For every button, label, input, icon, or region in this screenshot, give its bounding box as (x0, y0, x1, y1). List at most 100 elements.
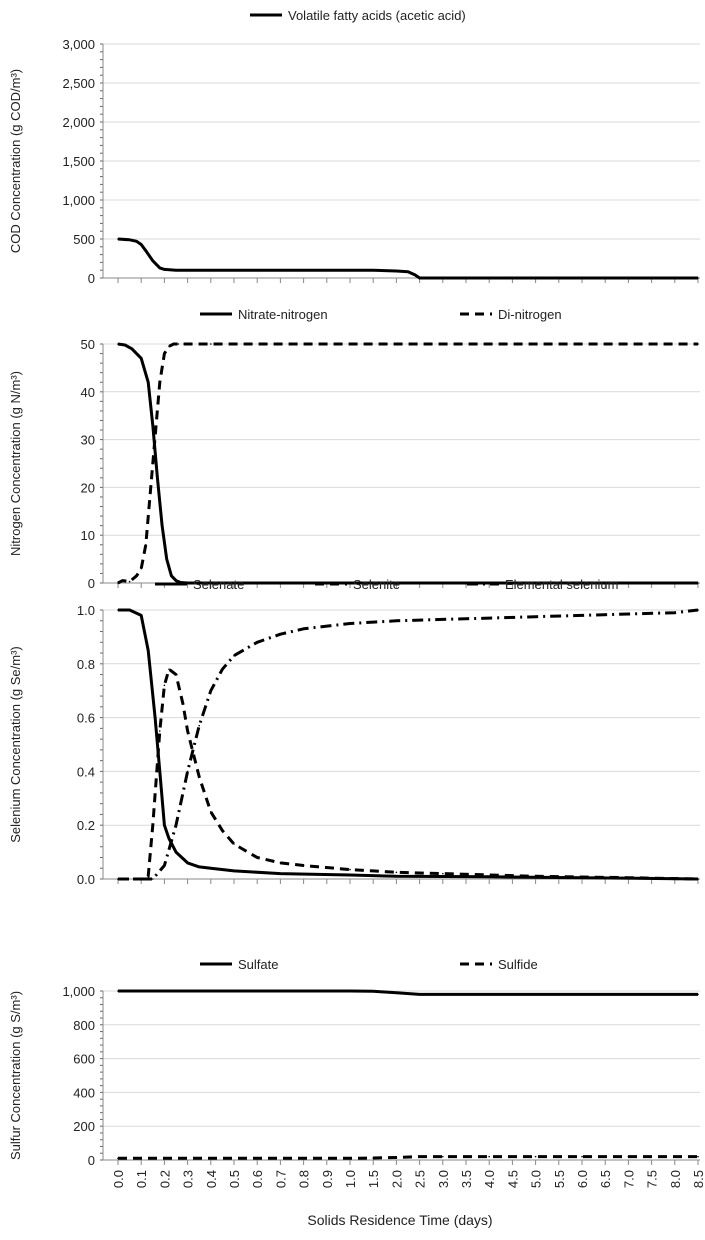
data-point (488, 993, 491, 996)
legend-label: Selenite (353, 577, 400, 592)
data-point (131, 347, 133, 350)
data-point (627, 993, 630, 996)
data-point (233, 269, 235, 272)
data-point (170, 575, 173, 577)
data-point (414, 274, 416, 276)
data-point (349, 343, 351, 345)
data-point (117, 609, 119, 611)
data-point (674, 1155, 676, 1158)
data-point (279, 633, 282, 636)
data-point (163, 824, 166, 826)
data-point (697, 277, 699, 279)
x-tick-label: 0.9 (320, 1170, 335, 1188)
data-point (210, 689, 212, 692)
data-point (175, 824, 177, 826)
data-point (175, 579, 177, 582)
chart-panel-4: 0 200 400 600 800 1,000 Sulfur Concentration (… (8, 957, 700, 1168)
data-point (581, 993, 583, 996)
data-point (198, 724, 200, 727)
y-tick-label: 500 (73, 232, 95, 247)
series-line-1 (117, 342, 698, 585)
data-point (418, 1155, 421, 1158)
x-tick-label: 0.5 (227, 1170, 242, 1188)
data-point (172, 343, 175, 345)
data-point (349, 1157, 351, 1160)
data-point (488, 582, 491, 584)
data-point (128, 609, 131, 611)
data-point (488, 1155, 491, 1158)
data-point (488, 617, 491, 619)
y-tick-label: 0 (88, 576, 95, 591)
data-point (158, 381, 161, 384)
data-point (534, 615, 537, 618)
data-point (256, 856, 259, 859)
data-point (186, 730, 189, 732)
y-tick-label: 50 (81, 337, 95, 352)
series-line-3 (118, 608, 699, 881)
data-point (488, 876, 491, 878)
data-point (349, 868, 351, 871)
data-point (581, 343, 583, 345)
data-point (117, 343, 119, 345)
data-point (163, 268, 166, 271)
y-tick-label: 3,000 (62, 37, 95, 52)
data-point (407, 270, 409, 273)
data-point (147, 875, 149, 878)
x-tick-label: 0.6 (250, 1170, 265, 1188)
legend-label: Sulfate (238, 957, 278, 972)
data-point (152, 462, 154, 465)
data-point (349, 582, 351, 584)
y-tick-label: 600 (73, 1052, 95, 1067)
data-point (395, 343, 398, 345)
data-point (256, 641, 259, 644)
data-point (395, 270, 398, 272)
data-point (135, 575, 138, 577)
data-point (147, 381, 149, 384)
data-point (697, 1155, 699, 1158)
y-tick-label: 0.0 (77, 872, 95, 887)
data-point (140, 567, 142, 570)
y-tick-label: 0.6 (77, 711, 95, 726)
data-point (152, 260, 154, 262)
data-point (163, 864, 166, 867)
x-tick-label: 8.5 (691, 1170, 705, 1188)
series-line-1 (118, 608, 699, 881)
legend-label: Volatile fatty acids (acetic acid) (288, 8, 466, 23)
data-point (674, 277, 676, 279)
data-point (168, 668, 170, 670)
data-point (395, 582, 398, 584)
data-point (697, 609, 699, 611)
data-point (117, 582, 119, 584)
data-point (210, 810, 212, 813)
data-point (117, 1157, 119, 1160)
data-point (372, 1157, 375, 1159)
data-point (117, 878, 119, 880)
data-point (135, 240, 138, 243)
legend-label: Nitrate-nitrogen (238, 307, 328, 322)
y-tick-label: 200 (73, 1119, 95, 1134)
data-point (534, 993, 537, 996)
y-tick-label: 10 (81, 528, 95, 543)
y-tick-label: 2,500 (62, 76, 95, 91)
series-line-1 (118, 989, 698, 996)
data-point (210, 867, 212, 870)
data-point (418, 993, 421, 996)
chart-panel-3: 0.0 0.2 0.4 0.6 0.8 1.0 Selenium Concentration… (8, 577, 700, 887)
data-point (233, 870, 235, 872)
x-axis: 0.0 0.1 0.2 0.3 0.4 0.5 0.6 0.7 0.8 0.9 1.0 1.5 2.0 2… (111, 1170, 705, 1188)
data-point (395, 619, 398, 622)
data-point (145, 543, 147, 546)
x-tick-label: 0.0 (111, 1170, 126, 1188)
x-tick-label: 0.8 (297, 1170, 312, 1188)
x-tick-label: 0.2 (157, 1170, 172, 1188)
series-line-1 (117, 237, 698, 280)
data-point (627, 1155, 630, 1158)
data-point (395, 871, 398, 874)
x-tick-label: 1.0 (343, 1170, 358, 1188)
x-tick-label: 4.5 (505, 1170, 520, 1188)
data-point (349, 622, 351, 625)
data-point (395, 875, 398, 878)
data-point (128, 580, 131, 583)
data-point (158, 730, 161, 732)
